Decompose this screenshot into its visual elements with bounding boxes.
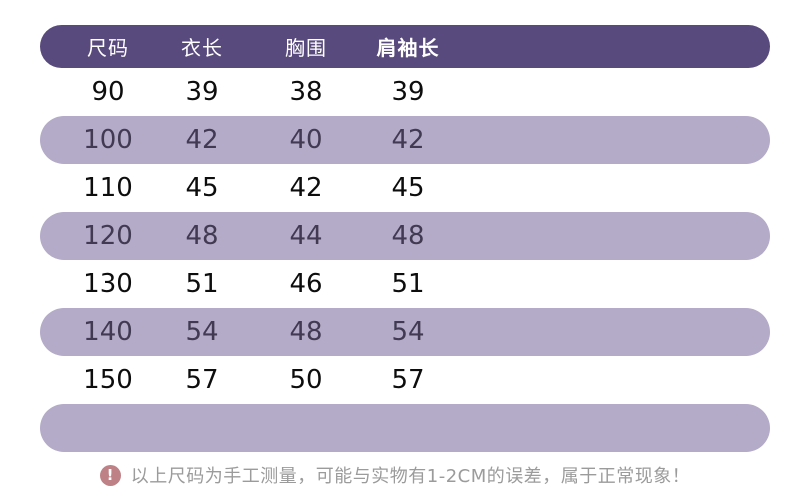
cell-sleeve: 54 [391, 317, 425, 347]
table-row: 120 48 44 48 [40, 212, 770, 260]
cell-sleeve: 42 [391, 125, 425, 155]
table-row: 90 39 38 39 [40, 68, 770, 116]
cell-chest: 46 [289, 269, 323, 299]
cell-sleeve: 48 [391, 221, 425, 251]
cell-chest: 48 [289, 317, 323, 347]
cell-length: 54 [185, 317, 219, 347]
cell-size: 110 [83, 173, 133, 203]
cell-size: 100 [83, 125, 133, 155]
cell-length: 48 [185, 221, 219, 251]
cell-chest: 40 [289, 125, 323, 155]
header-cell-sleeve: 肩袖长 [376, 36, 440, 60]
size-chart-table: 尺码 衣长 胸围 肩袖长 90 39 38 39 100 42 40 42 110 45 42 45 1… [40, 25, 770, 452]
header-cell-chest: 胸围 [285, 36, 327, 60]
table-row: 100 42 40 42 [40, 116, 770, 164]
table-row: 130 51 46 51 [40, 260, 770, 308]
table-row: 150 57 50 57 [40, 356, 770, 404]
footer-note: ! 以上尺码为手工测量，可能与实物有1-2CM的误差，属于正常现象！ [0, 462, 790, 488]
cell-chest: 44 [289, 221, 323, 251]
cell-length: 57 [185, 365, 219, 395]
cell-sleeve: 45 [391, 173, 425, 203]
cell-chest: 50 [289, 365, 323, 395]
cell-sleeve: 57 [391, 365, 425, 395]
cell-size: 120 [83, 221, 133, 251]
cell-size: 90 [91, 77, 125, 107]
cell-chest: 42 [289, 173, 323, 203]
cell-chest: 38 [289, 77, 323, 107]
table-header-row: 尺码 衣长 胸围 肩袖长 [40, 25, 770, 68]
table-row: 140 54 48 54 [40, 308, 770, 356]
cell-length: 51 [185, 269, 219, 299]
cell-size: 140 [83, 317, 133, 347]
cell-length: 45 [185, 173, 219, 203]
header-cell-size: 尺码 [87, 36, 129, 60]
header-cell-length: 衣长 [181, 36, 223, 60]
empty-stripe [40, 404, 770, 452]
cell-size: 150 [83, 365, 133, 395]
cell-length: 42 [185, 125, 219, 155]
cell-size: 130 [83, 269, 133, 299]
cell-length: 39 [185, 77, 219, 107]
cell-sleeve: 51 [391, 269, 425, 299]
table-row: 110 45 42 45 [40, 164, 770, 212]
warning-icon: ! [99, 464, 121, 486]
table-body: 90 39 38 39 100 42 40 42 110 45 42 45 120 48 44 48 130 51… [40, 68, 770, 404]
cell-sleeve: 39 [391, 77, 425, 107]
footer-note-text: 以上尺码为手工测量，可能与实物有1-2CM的误差，属于正常现象！ [130, 466, 691, 487]
